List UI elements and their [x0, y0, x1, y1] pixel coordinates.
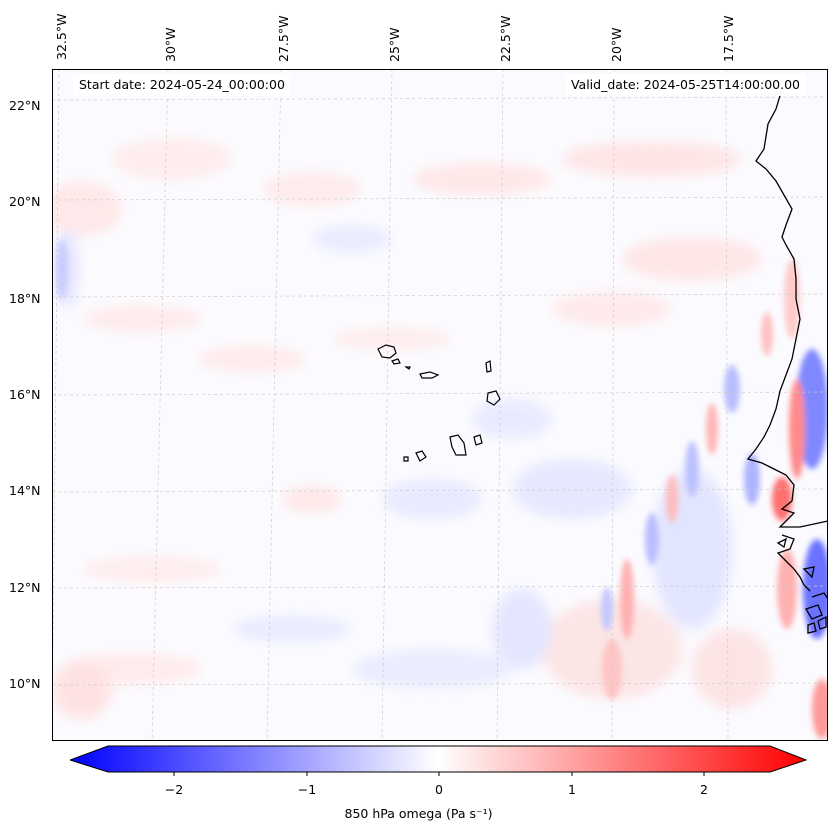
colorbar-tick-label: −2 — [164, 782, 184, 797]
lat-label: 22°N — [9, 98, 41, 113]
map-frame — [52, 69, 828, 741]
africa-coastline — [746, 88, 828, 634]
colorbar-ticks — [173, 772, 705, 776]
colorbar-body — [70, 745, 808, 773]
gridlines — [52, 69, 828, 741]
lon-label: 32.5°W — [54, 13, 69, 60]
lon-label: 22.5°W — [498, 15, 513, 62]
omega-field — [52, 137, 772, 719]
lat-label: 20°N — [9, 194, 41, 209]
omega-map — [52, 69, 828, 741]
start-date-label: Start date: 2024-05-24_00:00:00 — [73, 74, 291, 96]
cape-verde-islands — [377, 344, 501, 462]
colorbar-tick-label: −1 — [297, 782, 317, 797]
colorbar — [70, 745, 808, 776]
colorbar-tick-label: 1 — [568, 782, 576, 797]
lat-label: 16°N — [9, 387, 41, 402]
lat-label: 18°N — [9, 291, 41, 306]
lon-label: 17.5°W — [721, 15, 736, 62]
lon-label: 30°W — [163, 27, 178, 62]
colorbar-tick-label: 2 — [700, 782, 708, 797]
lat-label: 10°N — [9, 676, 41, 691]
lat-label: 12°N — [9, 580, 41, 595]
lon-label: 27.5°W — [276, 15, 291, 62]
lon-label: 20°W — [609, 27, 624, 62]
colorbar-label: 850 hPa omega (Pa s⁻¹) — [344, 806, 493, 821]
valid-date-label: Valid_date: 2024-05-25T14:00:00.00 — [564, 74, 806, 96]
lon-label: 25°W — [387, 27, 402, 62]
colorbar-tick-label: 0 — [435, 782, 443, 797]
lat-label: 14°N — [9, 483, 41, 498]
